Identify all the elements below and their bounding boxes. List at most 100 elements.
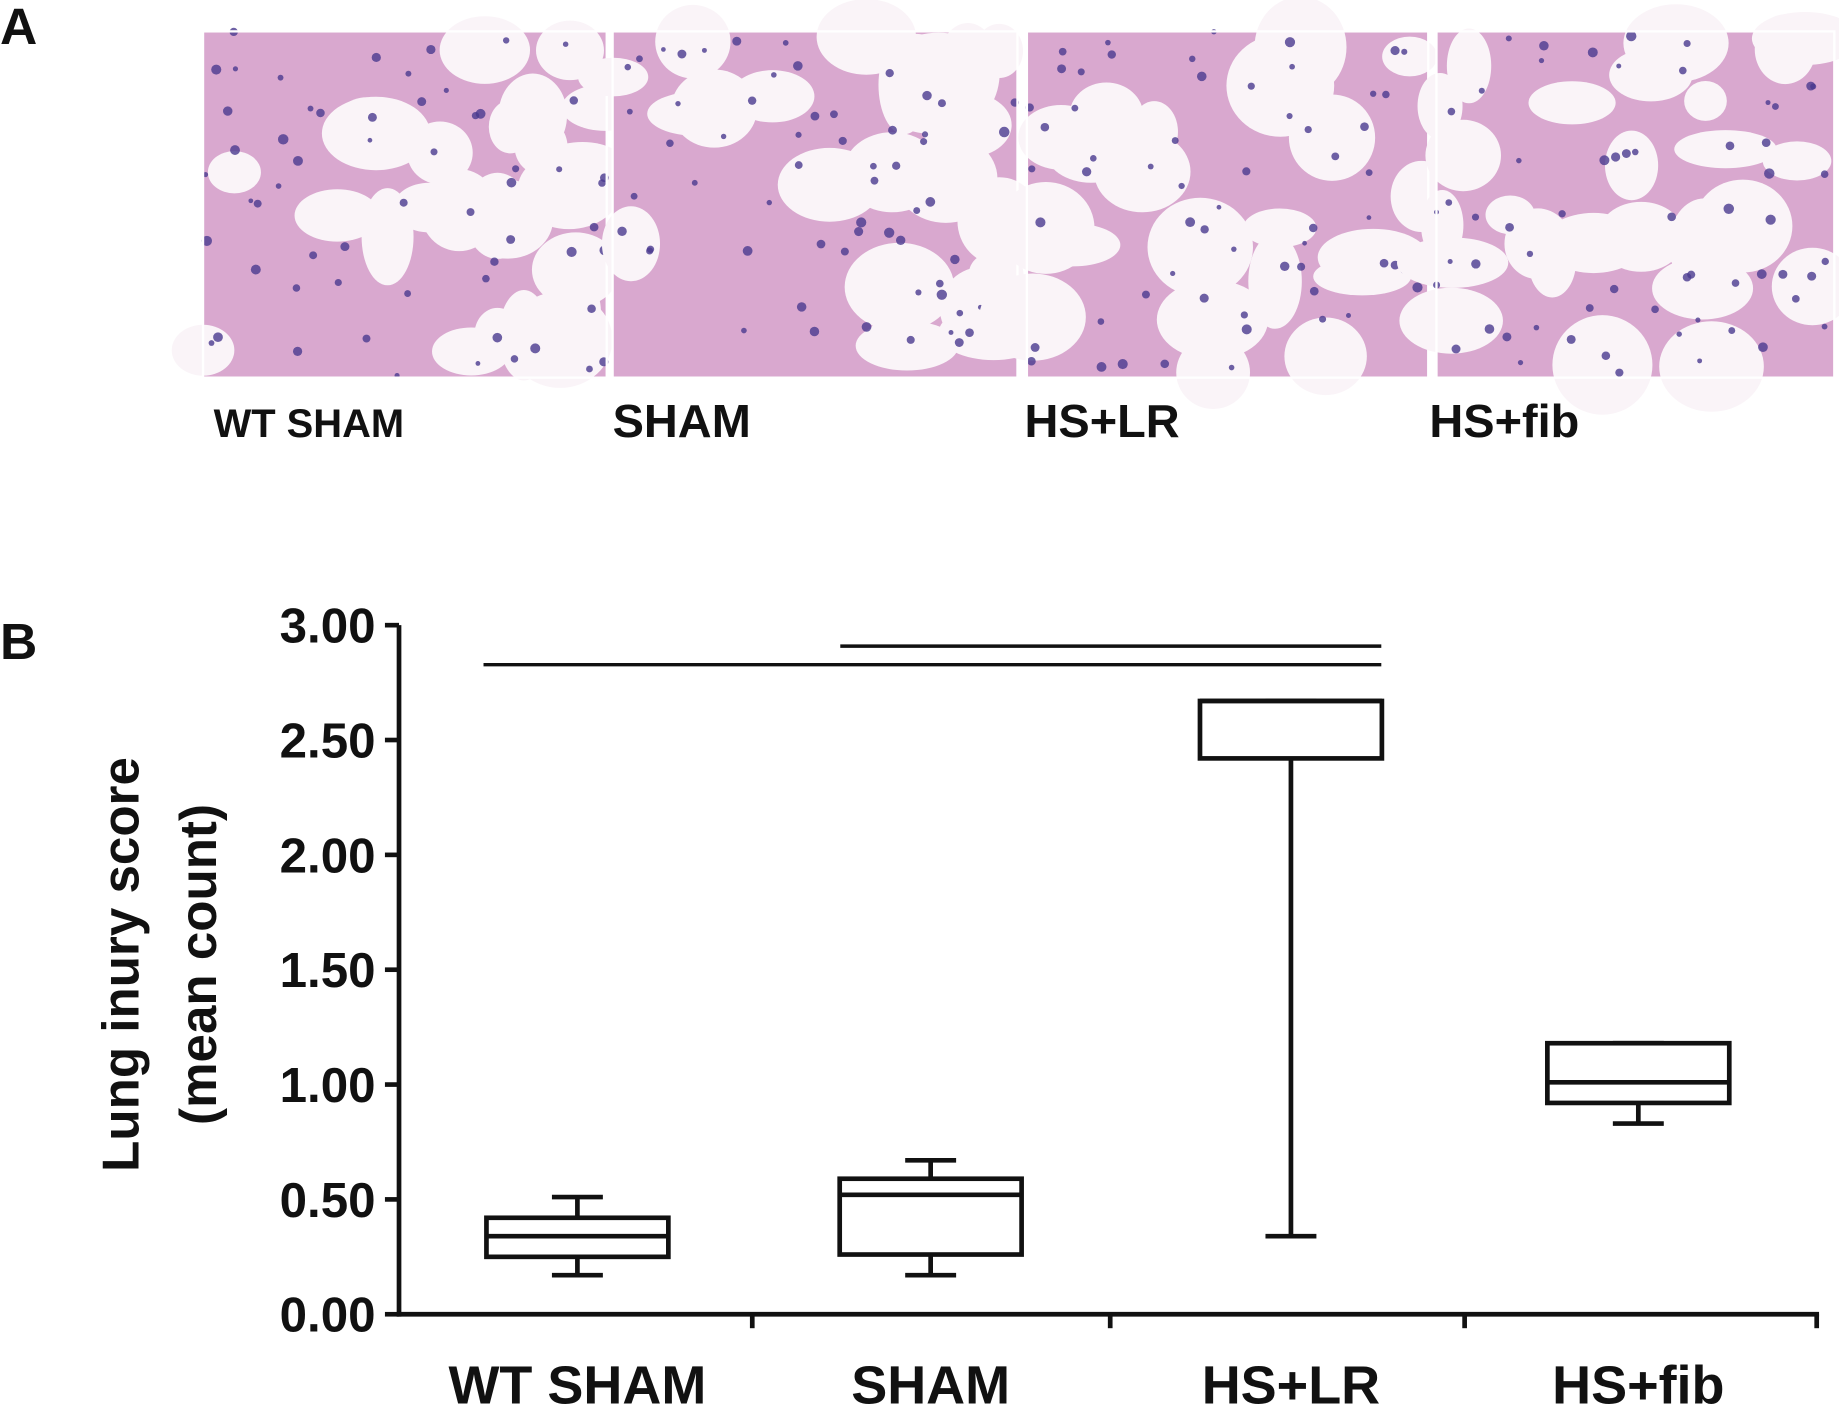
- nucleus: [230, 145, 240, 155]
- nucleus: [691, 179, 698, 186]
- nucleus: [675, 100, 681, 107]
- nucleus: [1160, 359, 1170, 369]
- nucleus: [1319, 315, 1327, 323]
- nucleus: [925, 197, 936, 207]
- alveolus: [507, 291, 613, 388]
- y-tick-label: 1.50: [280, 944, 376, 998]
- nucleus: [1366, 215, 1372, 220]
- nucleus: [1286, 113, 1293, 120]
- y-axis-label: (mean count): [169, 804, 227, 1125]
- nucleus: [1610, 152, 1621, 162]
- nucleus: [492, 332, 503, 343]
- nucleus: [1360, 122, 1369, 131]
- y-tick-label: 0.00: [280, 1289, 376, 1343]
- nucleus: [1189, 55, 1196, 63]
- nucleus: [677, 49, 687, 59]
- nucleus: [1616, 63, 1622, 69]
- nucleus: [1621, 149, 1631, 158]
- alveolus: [332, 97, 401, 162]
- nucleus: [1107, 50, 1116, 59]
- nucleus: [1599, 155, 1610, 166]
- nucleus: [732, 36, 742, 46]
- nucleus: [854, 227, 864, 237]
- nucleus: [1178, 182, 1185, 190]
- nucleus: [1412, 282, 1423, 293]
- nucleus: [720, 133, 727, 140]
- nucleus: [1791, 295, 1800, 303]
- nucleus: [211, 64, 222, 75]
- alveolus: [601, 206, 661, 282]
- nucleus: [566, 246, 577, 257]
- y-tick-label: 3.00: [280, 600, 376, 654]
- nucleus: [1772, 103, 1779, 110]
- nucleus: [701, 47, 707, 53]
- alveolus: [294, 189, 381, 242]
- alveolus: [1166, 221, 1213, 277]
- nucleus: [793, 61, 803, 71]
- alveolus: [1226, 34, 1335, 137]
- nucleus: [830, 110, 838, 119]
- alveolus: [1284, 317, 1367, 396]
- nucleus: [1401, 48, 1408, 55]
- nucleus: [1728, 327, 1736, 334]
- nucleus: [1302, 240, 1307, 246]
- alveolus: [420, 169, 499, 252]
- nucleus: [1141, 290, 1150, 299]
- nucleus: [666, 139, 674, 147]
- alveolus: [1396, 237, 1509, 288]
- nucleus: [404, 290, 412, 297]
- image-label: HS+LR: [1025, 395, 1180, 447]
- nucleus: [1756, 269, 1767, 279]
- y-tick-label: 1.00: [280, 1059, 376, 1113]
- nucleus: [921, 131, 929, 138]
- nucleus: [1725, 141, 1735, 151]
- nucleus: [1308, 223, 1318, 233]
- nucleus: [589, 222, 599, 232]
- nucleus: [617, 226, 627, 237]
- alveolus: [979, 273, 1086, 361]
- nucleus: [935, 279, 944, 288]
- nucleus: [1058, 47, 1067, 56]
- nucleus: [1284, 37, 1296, 48]
- nucleus: [1447, 258, 1453, 265]
- nucleus: [399, 198, 408, 207]
- nucleus: [870, 176, 879, 185]
- nucleus: [1445, 199, 1453, 206]
- nucleus: [1309, 286, 1319, 296]
- nucleus: [309, 251, 318, 260]
- nucleus: [506, 235, 516, 244]
- nucleus: [1147, 163, 1154, 170]
- nucleus: [426, 44, 436, 55]
- nucleus: [1558, 210, 1566, 218]
- nucleus: [277, 134, 289, 145]
- alveolus: [1604, 130, 1659, 201]
- nucleus: [1185, 217, 1196, 228]
- nucleus: [1765, 214, 1776, 225]
- nucleus: [1451, 344, 1461, 354]
- box: [837, 1176, 1024, 1257]
- nucleus: [1778, 269, 1788, 279]
- nucleus: [1615, 368, 1624, 377]
- alveolus: [1771, 247, 1839, 326]
- alveolus: [1025, 223, 1121, 267]
- alveolus: [1542, 212, 1645, 274]
- nucleus: [998, 126, 1010, 138]
- nucleus: [490, 257, 499, 266]
- nucleus: [624, 63, 632, 71]
- nucleus: [1471, 213, 1480, 221]
- nucleus: [885, 68, 894, 78]
- nucleus: [510, 355, 519, 363]
- alveolus: [855, 320, 959, 371]
- nucleus: [371, 52, 381, 63]
- nucleus: [895, 235, 906, 245]
- nucleus: [861, 322, 872, 332]
- nucleus: [1216, 204, 1222, 210]
- nucleus: [1471, 259, 1481, 269]
- nucleus: [1028, 165, 1036, 173]
- nucleus: [1289, 63, 1295, 70]
- nucleus: [915, 289, 922, 296]
- nucleus: [367, 112, 377, 122]
- nucleus: [1676, 331, 1682, 337]
- nucleus: [292, 155, 303, 166]
